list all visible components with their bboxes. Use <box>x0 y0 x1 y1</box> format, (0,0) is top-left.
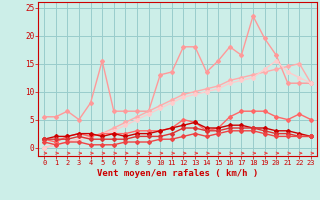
X-axis label: Vent moyen/en rafales ( km/h ): Vent moyen/en rafales ( km/h ) <box>97 169 258 178</box>
